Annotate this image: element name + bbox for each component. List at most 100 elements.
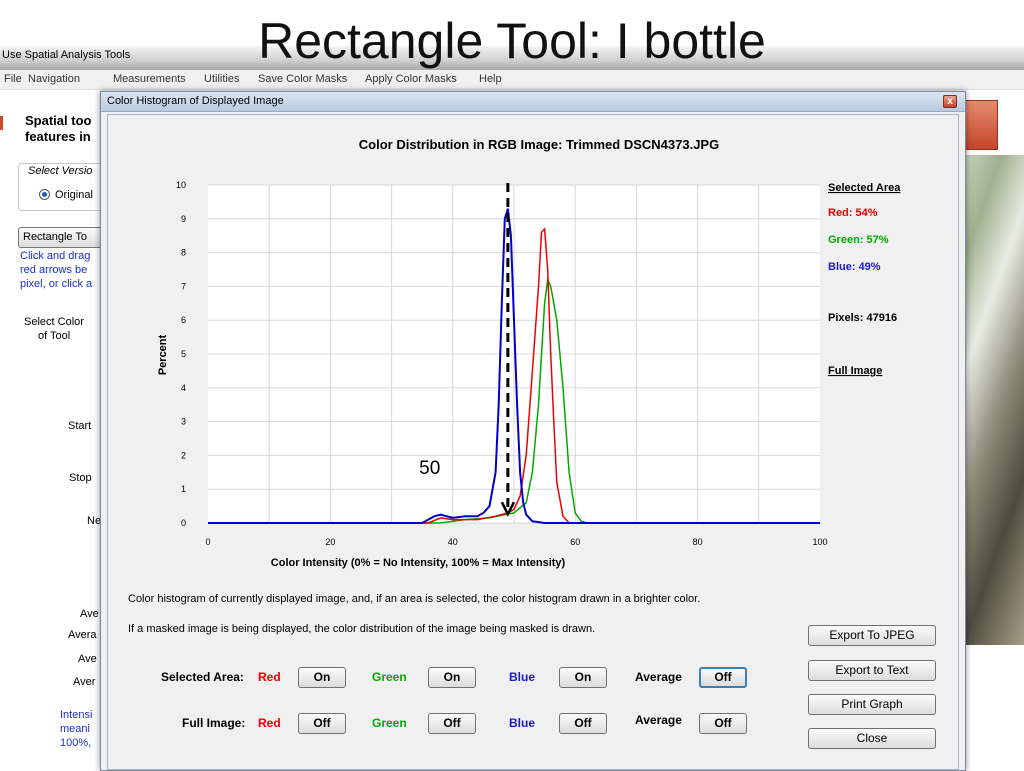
app-titlebar: Use Spatial Analysis Tools [0, 46, 1024, 70]
chart-annotation: 50 [419, 183, 515, 518]
full-average-label: Average [635, 713, 682, 727]
selected-red-label: Red [258, 670, 281, 684]
selected-green-label: Green [372, 670, 407, 684]
export-text-button[interactable]: Export to Text [808, 660, 936, 681]
menu-utilities[interactable]: Utilities [204, 73, 240, 85]
aver-label: Aver [73, 676, 96, 688]
full-red-toggle[interactable]: Off [298, 713, 346, 734]
y-tick-label: 8 [181, 248, 186, 258]
x-axis-ticks: 0 20 40 60 80 100 [205, 537, 827, 547]
x-tick-label: 40 [448, 537, 458, 547]
app-window-title: Use Spatial Analysis Tools [2, 49, 131, 61]
y-tick-label: 2 [181, 450, 186, 460]
full-image-label: Full Image: [182, 716, 246, 730]
background-photo [958, 155, 1024, 645]
y-tick-label: 7 [181, 281, 186, 291]
menu-apply-color-masks[interactable]: Apply Color Masks [365, 73, 457, 85]
menu-file[interactable]: File [4, 73, 22, 85]
chart-series [208, 208, 820, 524]
legend-pixels: Pixels: 47916 [828, 312, 897, 324]
panel-accent [0, 116, 3, 130]
app-left-panel: Spatial too features in Select Versio Or… [0, 90, 108, 768]
y-axis-label: Percent [157, 334, 169, 375]
x-tick-label: 100 [812, 537, 827, 547]
chart-grid [208, 184, 820, 524]
x-tick-label: 0 [205, 537, 210, 547]
menu-help[interactable]: Help [479, 73, 502, 85]
histogram-chart: Color Distribution in RGB Image: Trimmed… [157, 137, 901, 569]
selected-area-label: Selected Area: [161, 670, 244, 684]
full-blue-label: Blue [509, 716, 536, 730]
dialog-titlebar: Color Histogram of Displayed Image x [101, 92, 965, 112]
ave-label-2: Ave [78, 653, 97, 665]
series-red-line [208, 227, 820, 524]
original-radio-label: Original [55, 189, 93, 201]
panel-heading-2: features in [25, 129, 91, 144]
full-green-label: Green [372, 716, 407, 730]
legend-selected-area: Selected Area [828, 182, 901, 194]
y-axis-ticks: 0 1 2 3 4 5 6 7 8 9 10 [176, 180, 186, 528]
start-label: Start [68, 420, 92, 432]
legend-green: Green: 57% [828, 234, 889, 246]
x-tick-label: 80 [693, 537, 703, 547]
close-button[interactable]: Close [808, 728, 936, 749]
x-tick-label: 60 [570, 537, 580, 547]
app-menubar: File Navigation Measurements Utilities S… [0, 70, 1024, 90]
intensity-line-3: 100%, [60, 737, 92, 749]
select-color-label-1: Select Color [24, 316, 84, 328]
rectangle-tool-button[interactable]: Rectangle To [18, 227, 108, 248]
select-version-label: Select Versio [28, 165, 93, 177]
description-line-2: If a masked image is being displayed, th… [128, 623, 596, 635]
series-blue-line [208, 208, 820, 524]
select-color-label-2: of Tool [38, 330, 71, 342]
selected-average-toggle[interactable]: Off [699, 667, 747, 688]
annotation-label: 50 [419, 458, 440, 479]
legend-blue: Blue: 49% [828, 261, 881, 273]
y-tick-label: 1 [181, 484, 186, 494]
y-tick-label: 3 [181, 417, 186, 427]
selected-green-toggle[interactable]: On [428, 667, 476, 688]
avera-label: Avera [68, 629, 97, 641]
stop-label: Stop [69, 472, 92, 484]
y-tick-label: 10 [176, 180, 186, 190]
annotation-arrowhead [500, 501, 515, 518]
full-green-toggle[interactable]: Off [428, 713, 476, 734]
help-line-2: red arrows be [20, 264, 88, 276]
chart-title: Color Distribution in RGB Image: Trimmed… [359, 137, 719, 152]
menu-save-color-masks[interactable]: Save Color Masks [258, 73, 348, 85]
x-tick-label: 20 [325, 537, 335, 547]
histogram-dialog: Color Histogram of Displayed Image x Col… [100, 91, 966, 771]
description-line-1: Color histogram of currently displayed i… [128, 593, 701, 605]
legend-red: Red: 54% [828, 207, 878, 219]
ne-label: Ne [87, 515, 102, 527]
intensity-line-1: Intensi [60, 709, 93, 721]
intensity-line-2: meani [60, 723, 90, 735]
close-icon[interactable]: x [943, 95, 957, 108]
selected-red-toggle[interactable]: On [298, 667, 346, 688]
dialog-content: Color Distribution in RGB Image: Trimmed… [107, 114, 959, 770]
help-line-3: pixel, or click a [20, 278, 93, 290]
panel-heading-1: Spatial too [25, 113, 92, 128]
y-tick-label: 4 [181, 383, 186, 393]
y-tick-label: 0 [181, 518, 186, 528]
y-tick-label: 9 [181, 214, 186, 224]
y-tick-label: 5 [181, 349, 186, 359]
slide-title: Rectangle Tool: I bottle [258, 13, 766, 69]
menu-measurements[interactable]: Measurements [113, 73, 186, 85]
full-red-label: Red [258, 716, 281, 730]
selected-blue-label: Blue [509, 670, 536, 684]
menu-navigation[interactable]: Navigation [28, 73, 80, 85]
export-jpeg-button[interactable]: Export To JPEG [808, 625, 936, 646]
full-blue-toggle[interactable]: Off [559, 713, 607, 734]
y-tick-label: 6 [181, 315, 186, 325]
print-graph-button[interactable]: Print Graph [808, 694, 936, 715]
full-average-toggle[interactable]: Off [699, 713, 747, 734]
help-line-1: Click and drag [20, 250, 91, 262]
original-radio[interactable] [39, 189, 50, 200]
x-axis-label: Color Intensity (0% = No Intensity, 100%… [271, 557, 566, 569]
selected-average-label: Average [635, 670, 682, 684]
legend-full-image: Full Image [828, 365, 882, 377]
dialog-title: Color Histogram of Displayed Image [107, 95, 284, 107]
ave-label-1: Ave [80, 608, 99, 620]
selected-blue-toggle[interactable]: On [559, 667, 607, 688]
